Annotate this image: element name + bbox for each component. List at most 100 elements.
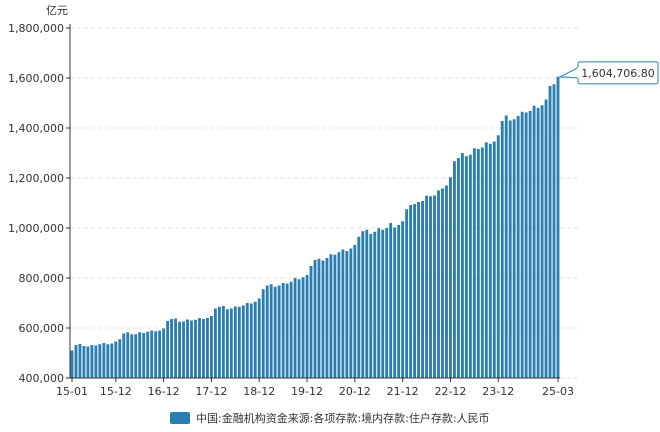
bar[interactable] [552, 84, 556, 378]
bar[interactable] [94, 345, 98, 379]
bar[interactable] [114, 341, 118, 379]
bar[interactable] [253, 301, 257, 378]
bar[interactable] [122, 333, 126, 379]
bar[interactable] [516, 116, 520, 378]
bar[interactable] [209, 316, 213, 378]
bar[interactable] [389, 223, 393, 378]
bar[interactable] [74, 345, 78, 378]
bar[interactable] [417, 202, 421, 378]
bar[interactable] [289, 281, 293, 378]
bar[interactable] [313, 260, 317, 378]
bar[interactable] [142, 333, 146, 378]
bar[interactable] [178, 321, 181, 378]
bar[interactable] [528, 111, 532, 378]
bar[interactable] [437, 190, 440, 379]
bar[interactable] [520, 111, 524, 378]
legend[interactable]: 中国:金融机构资金来源:各项存款:境内存款:住户存款:人民币 [170, 411, 490, 425]
bar[interactable] [158, 330, 162, 379]
bar[interactable] [512, 119, 516, 378]
bar[interactable] [341, 249, 345, 379]
bar[interactable] [377, 228, 381, 378]
bar[interactable] [261, 289, 265, 378]
bar[interactable] [269, 284, 273, 378]
bar[interactable] [460, 153, 464, 378]
bar[interactable] [544, 99, 548, 379]
bar[interactable] [273, 286, 277, 378]
bar[interactable] [225, 309, 229, 378]
bar[interactable] [484, 142, 488, 378]
bar[interactable] [464, 156, 468, 378]
bar[interactable] [301, 277, 305, 378]
bar[interactable] [433, 195, 436, 379]
bar[interactable] [182, 321, 185, 379]
bar[interactable] [146, 331, 150, 378]
bar[interactable] [98, 344, 102, 378]
bar[interactable] [70, 350, 74, 379]
bar[interactable] [421, 201, 424, 378]
bar[interactable] [329, 254, 333, 378]
bar[interactable] [249, 303, 253, 379]
bar[interactable] [373, 231, 377, 378]
bar[interactable] [468, 154, 472, 378]
bar[interactable] [540, 105, 544, 378]
bar[interactable] [449, 177, 452, 378]
bar[interactable] [321, 260, 325, 379]
bar[interactable] [134, 334, 138, 378]
bar[interactable] [413, 204, 417, 378]
bar[interactable] [126, 332, 130, 378]
bar[interactable] [456, 158, 460, 378]
bar[interactable] [202, 319, 205, 378]
bar[interactable] [508, 120, 512, 379]
bar[interactable] [556, 76, 560, 378]
bar[interactable] [345, 251, 349, 378]
bar[interactable] [365, 229, 369, 378]
bar[interactable] [405, 209, 409, 378]
bar[interactable] [401, 221, 405, 378]
bar[interactable] [453, 161, 456, 378]
bar[interactable] [293, 278, 297, 378]
bar[interactable] [309, 266, 313, 378]
bar[interactable] [504, 115, 508, 379]
bar[interactable] [118, 339, 122, 378]
bar[interactable] [317, 258, 321, 378]
bar[interactable] [488, 143, 492, 378]
bar[interactable] [198, 318, 201, 378]
bar[interactable] [445, 185, 448, 379]
bar[interactable] [245, 303, 249, 378]
bar[interactable] [257, 298, 261, 379]
bar[interactable] [206, 318, 209, 378]
bar[interactable] [86, 346, 90, 379]
bar[interactable] [305, 275, 309, 378]
bar[interactable] [130, 334, 134, 378]
bar[interactable] [357, 236, 361, 378]
bar[interactable] [166, 321, 170, 378]
bar[interactable] [194, 319, 197, 378]
bar[interactable] [385, 228, 389, 378]
bar[interactable] [472, 148, 476, 378]
bar[interactable] [217, 306, 221, 378]
bar[interactable] [349, 248, 353, 379]
bar[interactable] [532, 105, 536, 378]
bar[interactable] [429, 196, 432, 378]
bar[interactable] [500, 121, 504, 378]
bar[interactable] [106, 344, 110, 378]
bar[interactable] [369, 234, 373, 378]
bar[interactable] [265, 285, 269, 379]
bar[interactable] [297, 279, 301, 378]
bar[interactable] [337, 252, 341, 378]
bar[interactable] [162, 328, 166, 379]
bar[interactable] [480, 147, 484, 379]
bar[interactable] [381, 229, 385, 378]
bar[interactable] [229, 308, 233, 379]
bar[interactable] [110, 343, 114, 379]
bar[interactable] [170, 319, 174, 378]
bar[interactable] [213, 308, 217, 379]
bar[interactable] [333, 254, 337, 378]
bar[interactable] [361, 231, 365, 378]
bar[interactable] [190, 320, 193, 379]
bar[interactable] [476, 149, 480, 378]
bar[interactable] [154, 331, 158, 378]
bar[interactable] [285, 283, 289, 379]
bar[interactable] [102, 343, 106, 378]
bar[interactable] [186, 319, 189, 379]
